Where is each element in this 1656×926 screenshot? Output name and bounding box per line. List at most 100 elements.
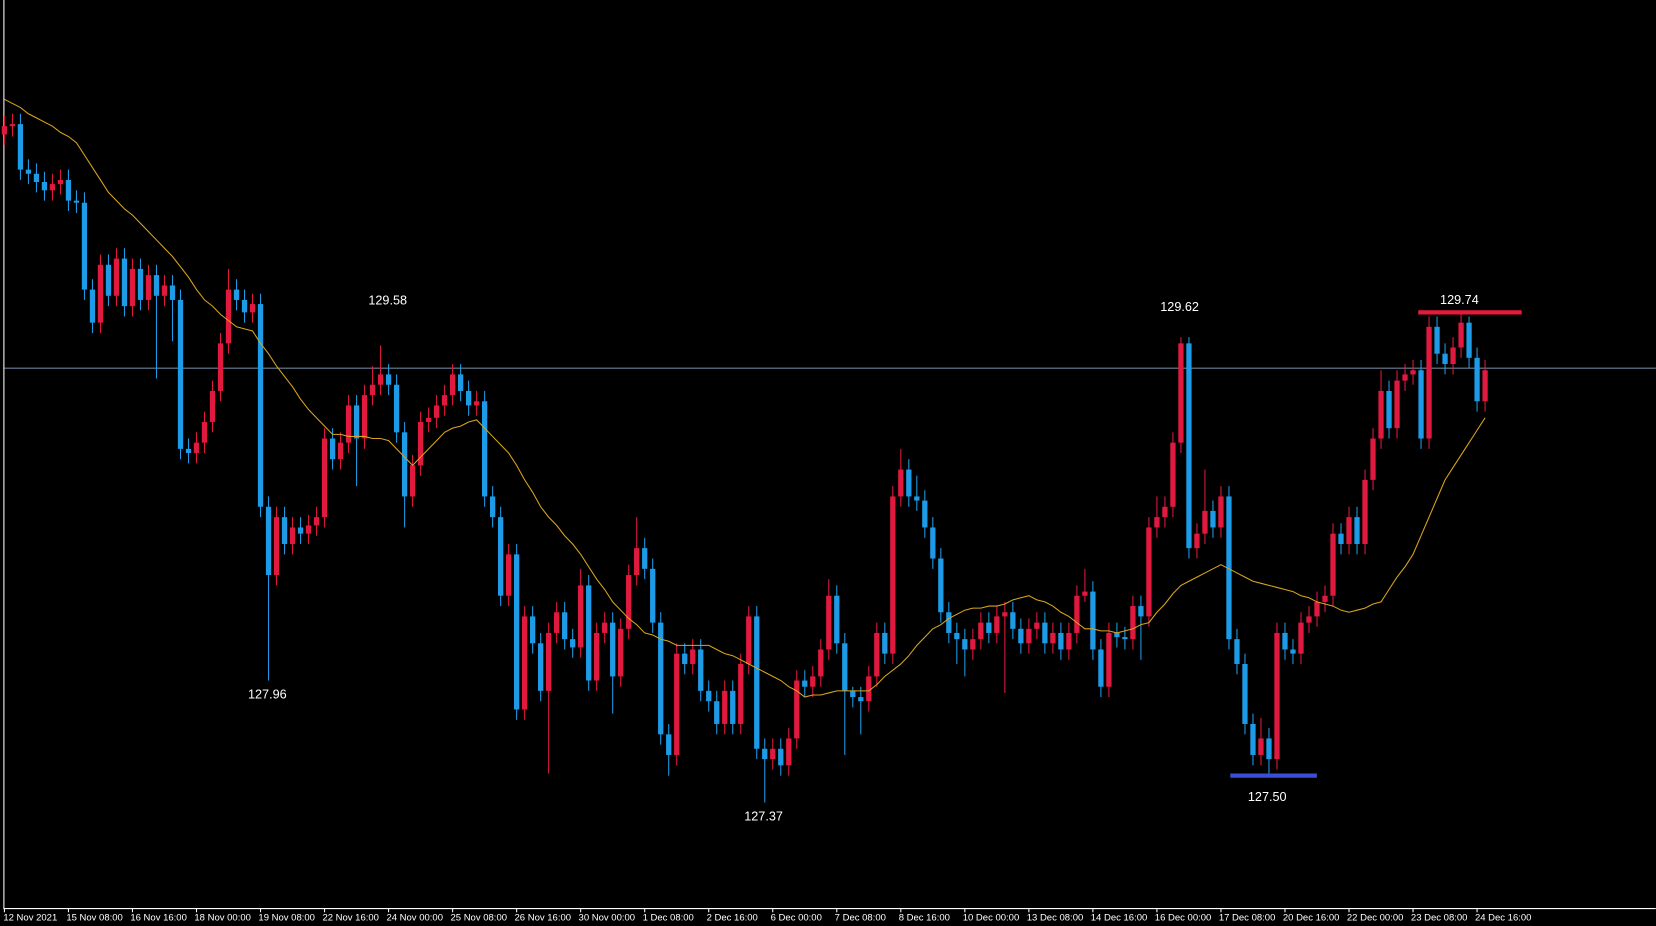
candle-body bbox=[201, 421, 208, 443]
candle-body bbox=[1266, 738, 1272, 760]
candle-body bbox=[1002, 612, 1008, 617]
candle-body bbox=[1, 126, 8, 135]
candle-body bbox=[233, 289, 240, 300]
candle-body bbox=[914, 496, 920, 501]
candle-body bbox=[1170, 442, 1176, 507]
candle-body bbox=[401, 432, 408, 497]
x-tick-label: 22 Dec 00:00 bbox=[1347, 913, 1404, 924]
candle-body bbox=[1122, 637, 1128, 640]
x-tick-label: 16 Nov 16:00 bbox=[130, 913, 187, 924]
candle-body bbox=[538, 643, 544, 691]
x-tick-label: 7 Dec 08:00 bbox=[835, 913, 886, 924]
candle-body bbox=[17, 124, 24, 170]
candle-body bbox=[345, 405, 352, 443]
candle-body bbox=[465, 390, 472, 406]
candle-body bbox=[473, 401, 480, 406]
candle-body bbox=[1018, 628, 1024, 644]
x-tick-label: 14 Dec 16:00 bbox=[1091, 913, 1148, 924]
candle-body bbox=[361, 395, 368, 439]
candle-body bbox=[161, 285, 168, 296]
x-tick-label: 19 Nov 08:00 bbox=[258, 913, 315, 924]
candle-body bbox=[1290, 649, 1296, 654]
candle-body bbox=[433, 405, 440, 418]
candle-body bbox=[49, 184, 56, 191]
candle-body bbox=[1130, 606, 1136, 640]
candle-body bbox=[962, 639, 968, 650]
candle-body bbox=[554, 612, 560, 633]
candle-body bbox=[1362, 479, 1368, 545]
candle-body bbox=[1106, 632, 1112, 687]
candle-body bbox=[417, 421, 424, 466]
candle-body bbox=[57, 179, 64, 185]
price-annotation: 127.37 bbox=[744, 810, 783, 824]
candle-body bbox=[1418, 370, 1424, 439]
x-tick-label: 10 Dec 00:00 bbox=[963, 913, 1020, 924]
candle-body bbox=[506, 554, 512, 596]
candle-body bbox=[682, 653, 688, 664]
candle-body bbox=[946, 612, 952, 633]
candle-body bbox=[1442, 353, 1448, 365]
candle-body bbox=[1338, 533, 1344, 545]
candle-body bbox=[1330, 533, 1336, 596]
candle-body bbox=[626, 575, 632, 629]
price-annotation: 129.58 bbox=[368, 293, 407, 307]
candle-body bbox=[1234, 639, 1240, 664]
candle-body bbox=[514, 554, 520, 710]
candle-body bbox=[610, 622, 616, 677]
candle-body bbox=[369, 384, 376, 396]
candle-body bbox=[153, 275, 160, 296]
candle-body bbox=[882, 632, 888, 654]
candle-body bbox=[826, 595, 832, 650]
x-tick-label: 12 Nov 2021 bbox=[3, 913, 57, 924]
candle-body bbox=[754, 616, 760, 749]
candle-body bbox=[722, 690, 728, 724]
candle-body bbox=[393, 384, 400, 433]
candle-body bbox=[714, 701, 720, 724]
price-annotation: 129.62 bbox=[1160, 300, 1199, 314]
candle-body bbox=[1298, 622, 1304, 654]
candle-body bbox=[650, 568, 656, 623]
candle-body bbox=[385, 374, 392, 385]
candle-body bbox=[1386, 390, 1392, 429]
price-annotation: 127.96 bbox=[248, 688, 287, 702]
candle-body bbox=[241, 299, 248, 313]
candle-body bbox=[1138, 606, 1144, 617]
candle-body bbox=[193, 442, 200, 453]
candle-body bbox=[177, 299, 184, 449]
candle-body bbox=[145, 275, 152, 300]
candle-body bbox=[1082, 591, 1088, 596]
candle-body bbox=[1162, 506, 1168, 518]
candle-body bbox=[449, 374, 456, 396]
candle-body bbox=[121, 258, 128, 307]
candle-body bbox=[1178, 343, 1184, 443]
candle-body bbox=[209, 390, 216, 422]
candle-body bbox=[762, 748, 768, 760]
candle-body bbox=[666, 734, 672, 755]
candle-body bbox=[1010, 612, 1016, 629]
candle-body bbox=[698, 649, 704, 691]
candle-body bbox=[1314, 601, 1320, 617]
candle-body bbox=[658, 622, 664, 735]
candle-body bbox=[930, 527, 936, 559]
candle-body bbox=[1466, 322, 1472, 358]
candle-body bbox=[1426, 326, 1432, 439]
candle-body bbox=[225, 289, 232, 344]
candle-body bbox=[313, 517, 320, 526]
candle-body bbox=[842, 643, 848, 691]
candle-body bbox=[594, 632, 600, 681]
candle-body bbox=[874, 632, 880, 677]
candle-body bbox=[321, 438, 328, 518]
candle-body bbox=[1482, 370, 1488, 402]
x-tick-label: 17 Dec 08:00 bbox=[1219, 913, 1276, 924]
candle-body bbox=[1394, 380, 1400, 429]
candle-body bbox=[1450, 347, 1456, 365]
x-tick-label: 18 Nov 00:00 bbox=[194, 913, 251, 924]
candle-body bbox=[810, 676, 816, 687]
candle-body bbox=[1410, 370, 1416, 375]
candle-body bbox=[1146, 527, 1152, 617]
candle-body bbox=[922, 500, 928, 528]
candle-body bbox=[1250, 723, 1256, 755]
candle-body bbox=[137, 268, 144, 300]
candle-body bbox=[1282, 632, 1288, 650]
candle-body bbox=[706, 690, 712, 702]
